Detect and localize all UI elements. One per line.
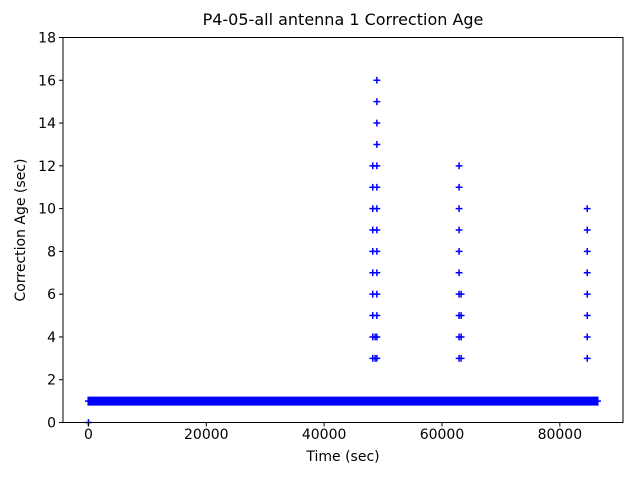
y-tick-label: 6 [47,287,56,303]
y-tick-label: 0 [47,416,56,432]
age-1s-band-marker-arms [85,400,601,402]
y-tick-label: 8 [47,244,56,260]
cluster-1-left-markers [369,162,377,362]
chart-title: P4-05-all antenna 1 Correction Age [202,10,484,29]
x-tick-label: 80000 [538,427,583,443]
cluster-3-markers [583,205,591,362]
y-tick-label: 14 [38,116,56,132]
y-tick-label: 16 [38,73,56,89]
x-tick-label: 40000 [302,427,347,443]
x-tick-label: 0 [84,427,93,443]
cluster-1-right-markers [373,76,381,362]
y-tick-label: 4 [47,330,56,346]
y-axis-label: Correction Age (sec) [13,158,29,302]
x-tick-label: 60000 [420,427,465,443]
y-tick-label: 12 [38,159,56,175]
axes-spines [62,37,624,423]
x-axis-label: Time (sec) [306,449,380,465]
cluster-2-right-markers [457,290,465,362]
y-tick-label: 2 [47,373,56,389]
y-tick-label: 10 [38,202,56,218]
x-tick-label: 20000 [184,427,229,443]
y-tick-label: 18 [38,31,56,47]
cluster-2-left-markers [455,162,463,362]
